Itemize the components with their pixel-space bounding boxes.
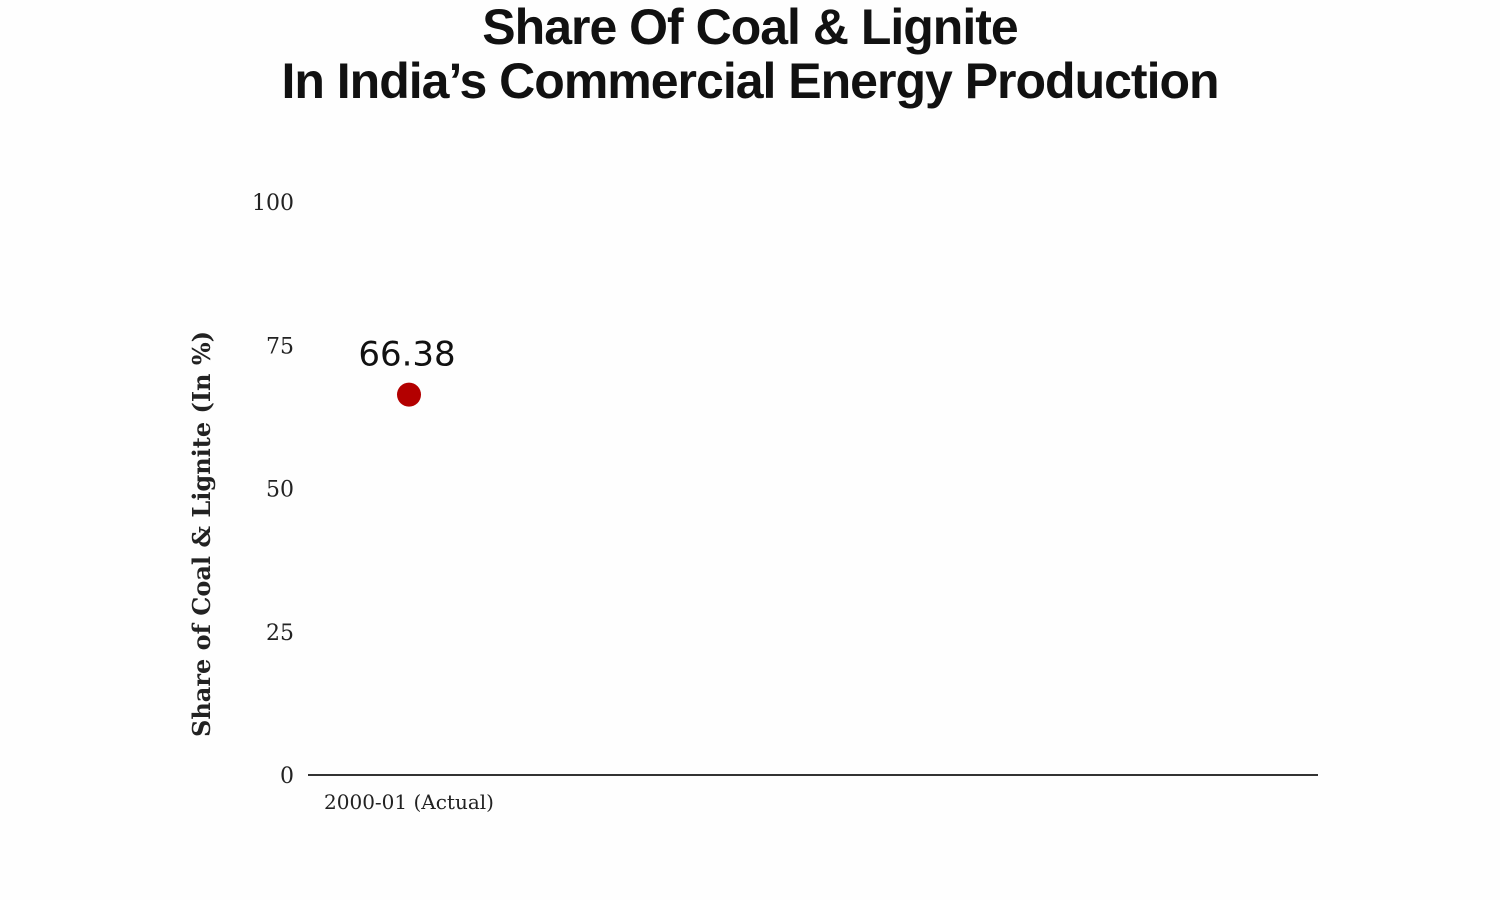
chart-title-line-2: In India’s Commercial Energy Production	[281, 53, 1219, 109]
data-points: 66.38	[358, 335, 456, 407]
x-axis-categories: 2000-01 (Actual)	[324, 790, 494, 814]
x-category-label: 2000-01 (Actual)	[324, 790, 494, 814]
y-tick-label: 50	[266, 478, 294, 503]
chart-title: Share Of Coal & Lignite In India’s Comme…	[0, 0, 1500, 108]
y-tick-label: 100	[252, 191, 294, 216]
y-axis-ticks: 0 25 50 75 100	[252, 191, 294, 789]
y-tick-label: 0	[280, 764, 294, 789]
data-point	[397, 382, 421, 407]
y-tick-label: 75	[266, 334, 294, 359]
chart-title-line-1: Share Of Coal & Lignite	[482, 0, 1018, 55]
data-label: 66.38	[358, 335, 455, 375]
y-axis-title: Share of Coal & Lignite (In %)	[187, 331, 216, 737]
y-tick-label: 25	[266, 621, 294, 646]
y-axis-title-group: Share of Coal & Lignite (In %)	[187, 331, 216, 737]
